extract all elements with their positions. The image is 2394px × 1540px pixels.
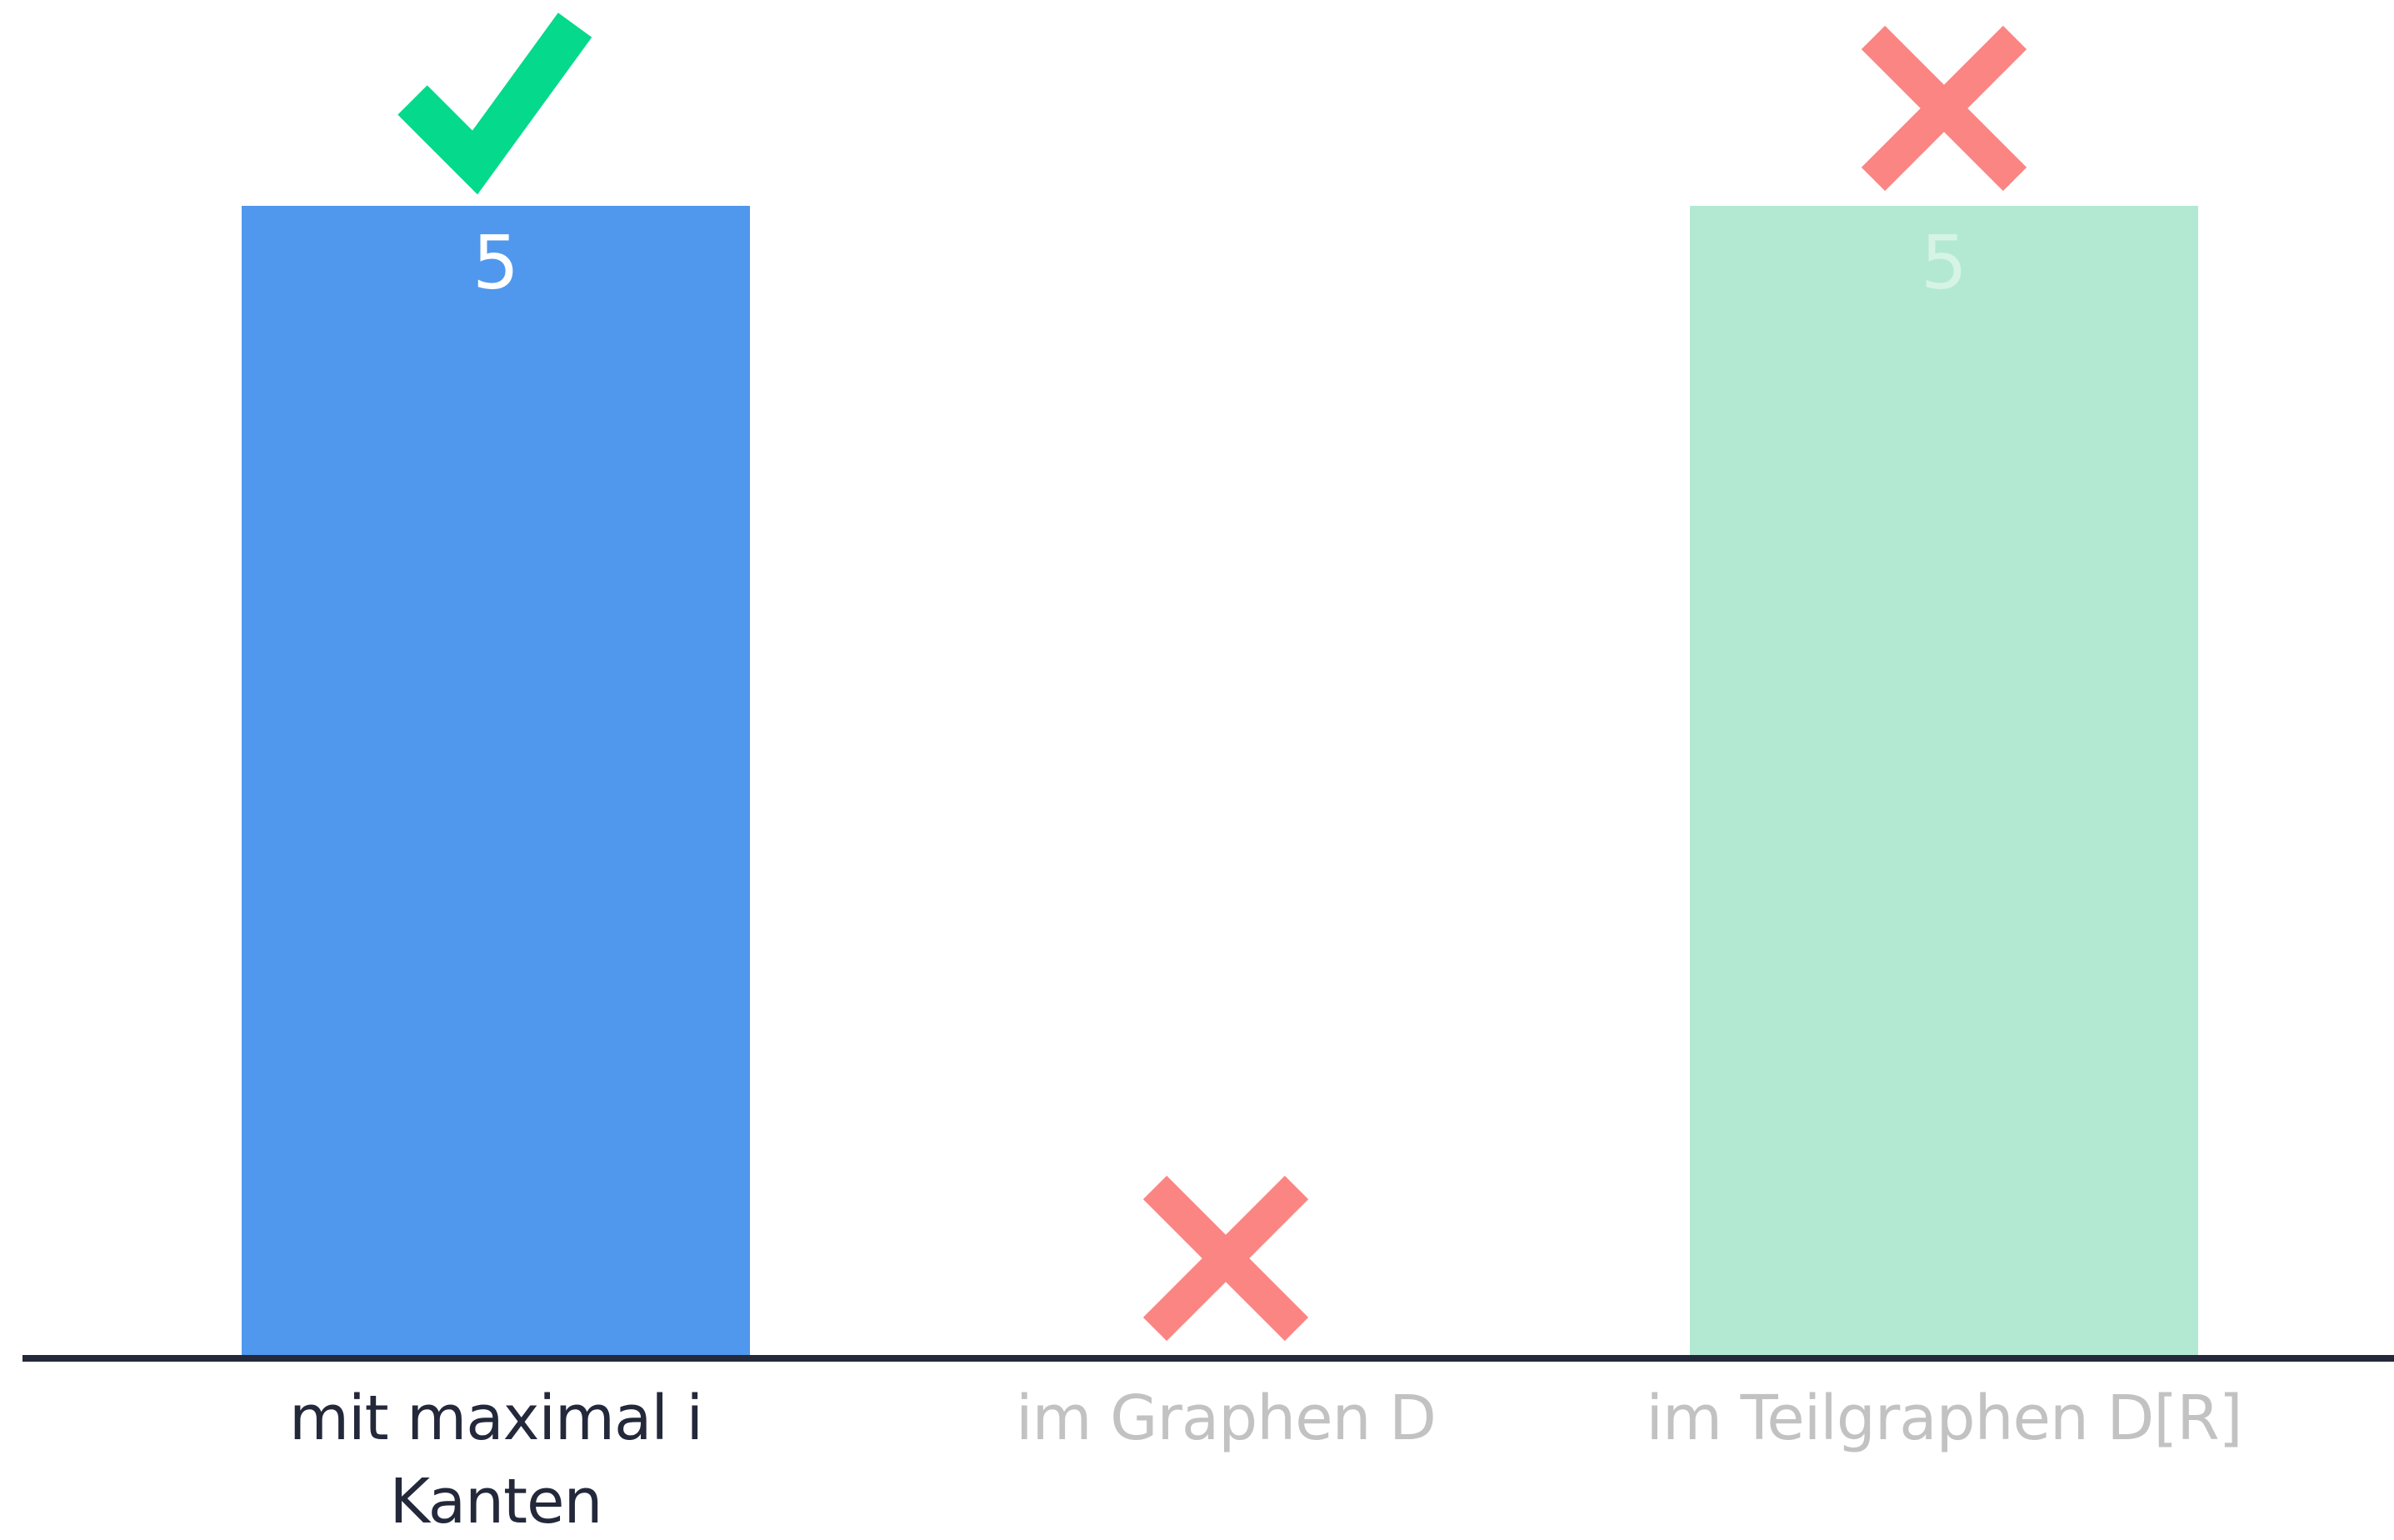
category-label: im Teilgraphen D[R] [1646,1382,2242,1454]
value-label: 5 [472,220,519,306]
value-label: 5 [1921,220,1967,306]
check-icon [397,12,592,195]
bar [242,206,750,1356]
cross-icon [1142,1175,1309,1342]
category-label: im Graphen D [1015,1382,1437,1454]
cross-stroke [1142,1175,1309,1342]
cross-stroke [1861,25,2027,192]
cross-icon [1861,25,2027,192]
bar [1690,206,2198,1356]
category-label: mit maximal i Kanten [288,1382,703,1538]
